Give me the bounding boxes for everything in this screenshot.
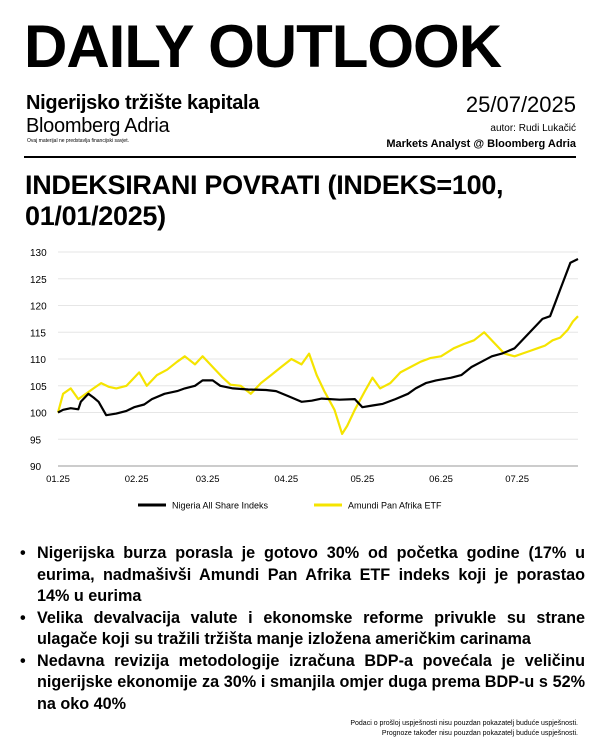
- y-tick-label: 105: [30, 382, 47, 393]
- y-tick-label: 110: [30, 355, 46, 366]
- disclaimer: Podaci o prošloj uspješnosti nisu pouzda…: [350, 719, 578, 739]
- masthead-title: DAILY OUTLOOK: [24, 13, 502, 80]
- y-tick-label: 115: [30, 328, 46, 339]
- x-tick-label: 01.25: [46, 474, 70, 485]
- bullet-text: Nedavna revizija metodologije izračuna B…: [37, 651, 585, 713]
- report-date: 25/07/2025: [465, 92, 576, 117]
- bullet-item: • Velika devalvacija valute i ekonomske r…: [20, 608, 585, 651]
- report-subtitle: Nigerijsko tržište kapitala: [26, 92, 260, 114]
- x-tick-label: 02.25: [125, 474, 149, 485]
- bullet-item: • Nigerijska burza porasla je gotovo 30% …: [20, 543, 585, 608]
- bullet-symbol: •: [20, 608, 26, 627]
- x-tick-label: 05.25: [350, 474, 374, 485]
- bullet-list: • Nigerijska burza porasla je gotovo 30% …: [20, 543, 585, 715]
- series-line-nigeria-all-share: [57, 258, 579, 417]
- small-note: Ovaj materijal ne predstavlja financijsk…: [27, 138, 129, 144]
- legend-label: Amundi Pan Afrika ETF: [348, 501, 442, 511]
- brand-name: Bloomberg Adria: [26, 115, 170, 137]
- bullet-text: Velika devalvacija valute i ekonomske re…: [37, 608, 585, 649]
- disclaimer-line: Podaci o prošloj uspješnosti nisu pouzda…: [350, 720, 578, 727]
- bullet-symbol: •: [20, 651, 26, 670]
- bullet-item: • Nedavna revizija metodologije izračuna …: [20, 651, 585, 716]
- author-line: autor: Rudi Lukačić: [490, 123, 576, 134]
- y-tick-label: 90: [30, 462, 42, 473]
- y-tick-label: 125: [30, 275, 47, 286]
- x-tick-label: 06.25: [429, 474, 453, 485]
- x-tick-label: 07.25: [505, 474, 529, 485]
- bullet-symbol: •: [20, 544, 26, 562]
- y-tick-label: 95: [30, 435, 42, 446]
- chart-title: INDEKSIRANI POVRATI (INDEKS=100, 01/01/2…: [25, 170, 504, 231]
- y-tick-label: 130: [30, 248, 47, 259]
- y-tick-label: 100: [30, 409, 47, 420]
- legend-label: Nigeria All Share Indeks: [172, 501, 269, 511]
- series-line-amundi-pan-africa: [56, 315, 579, 435]
- analyst-line: Markets Analyst @ Bloomberg Adria: [386, 138, 576, 150]
- x-tick-label: 03.25: [196, 474, 220, 485]
- y-tick-label: 120: [30, 302, 47, 313]
- disclaimer-line: Prognoze također nisu pouzdan pokazatelj…: [381, 730, 578, 737]
- bullet-text: Nigerijska burza porasla je gotovo 30% o…: [37, 544, 585, 605]
- x-tick-label: 04.25: [274, 474, 298, 485]
- indexed-returns-chart: 130 125 120 115 110 105 100 95 90 01.25 02.25 03.25…: [30, 248, 579, 511]
- header-divider: [24, 156, 576, 158]
